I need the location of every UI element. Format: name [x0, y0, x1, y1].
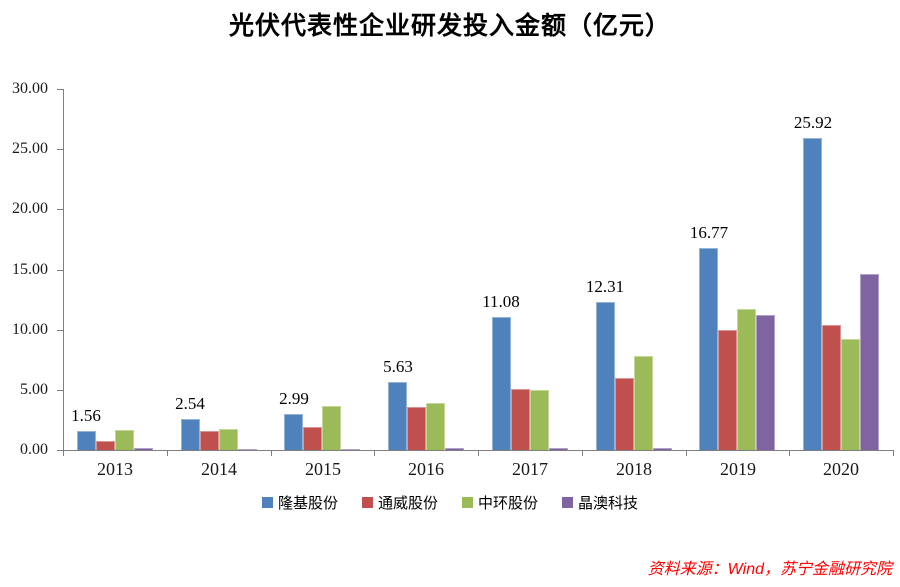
bar-晶澳科技-2013 [133, 448, 153, 450]
bar-通威股份-2013 [95, 441, 115, 450]
bar-中环股份-2017 [529, 389, 549, 450]
x-axis-category-label: 2018 [616, 459, 652, 479]
chart-title: 光伏代表性企业研发投入金额（亿元） [228, 12, 671, 40]
x-axis-category-label: 2013 [97, 459, 133, 479]
bar-隆基股份-2016 [388, 382, 408, 450]
legend-label: 晶澳科技 [578, 495, 639, 512]
bar-晶澳科技-2016 [445, 447, 465, 450]
legend-swatch-icon [562, 497, 574, 508]
y-tick-mark [57, 270, 63, 271]
y-axis-tick-label: 5.00 [20, 381, 48, 398]
x-axis [57, 450, 893, 451]
x-tick-mark [686, 450, 687, 456]
bar-通威股份-2015 [303, 427, 323, 450]
x-tick-mark [789, 450, 790, 456]
x-axis-category-label: 2016 [408, 459, 444, 479]
bar-通威股份-2018 [614, 377, 634, 450]
bar-隆基股份-2018 [595, 301, 615, 450]
legend-label: 隆基股份 [277, 495, 338, 512]
y-tick-mark [57, 209, 63, 210]
bar-晶澳科技-2018 [652, 447, 672, 450]
y-tick-mark [57, 149, 63, 150]
x-axis-category-label: 2015 [305, 459, 341, 479]
bar-晶澳科技-2020 [860, 274, 880, 450]
bar-通威股份-2019 [718, 329, 738, 450]
x-tick-mark [582, 450, 583, 456]
bar-中环股份-2019 [737, 309, 757, 450]
bar-中环股份-2018 [633, 356, 653, 450]
source-note: 资料来源：Wind，苏宁金融研究院 [647, 561, 892, 578]
data-label: 1.56 [71, 406, 101, 425]
bar-晶澳科技-2015 [341, 448, 361, 450]
x-axis-category-label: 2014 [201, 459, 237, 479]
bar-晶澳科技-2014 [237, 448, 257, 450]
x-axis-category-label: 2020 [823, 459, 859, 479]
bar-隆基股份-2013 [76, 431, 96, 450]
bar-通威股份-2016 [407, 406, 427, 450]
legend-item: 通威股份 [361, 492, 438, 513]
bar-隆基股份-2015 [284, 414, 304, 450]
bar-通威股份-2014 [199, 431, 219, 450]
bar-隆基股份-2014 [180, 419, 200, 450]
y-tick-mark [57, 450, 63, 451]
bar-隆基股份-2019 [699, 248, 719, 450]
bar-隆基股份-2020 [803, 138, 823, 450]
y-axis-tick-label: 20.00 [12, 200, 48, 217]
x-tick-mark [374, 450, 375, 456]
legend-item: 晶澳科技 [562, 492, 638, 513]
data-label: 11.08 [482, 292, 520, 311]
y-axis-tick-label: 15.00 [12, 261, 48, 278]
legend-label: 通威股份 [377, 495, 438, 512]
bar-隆基股份-2017 [491, 316, 511, 450]
x-tick-mark [63, 450, 64, 456]
x-tick-mark [478, 450, 479, 456]
legend-swatch-icon [462, 497, 473, 508]
x-tick-mark [271, 450, 272, 456]
y-axis-tick-label: 0.00 [20, 441, 48, 458]
bar-中环股份-2020 [841, 339, 861, 450]
x-tick-mark [893, 450, 894, 456]
bar-通威股份-2017 [510, 388, 530, 450]
x-axis-category-label: 2019 [720, 459, 756, 479]
legend-swatch-icon [261, 497, 273, 508]
y-axis-tick-label: 30.00 [12, 80, 48, 97]
y-axis [63, 89, 64, 450]
bar-中环股份-2015 [322, 405, 342, 450]
y-axis-tick-label: 10.00 [12, 321, 48, 338]
legend: 隆基股份 通威股份 中环股份 晶澳科技 [0, 492, 900, 513]
data-label: 5.63 [383, 357, 413, 376]
x-axis-category-label: 2017 [512, 459, 548, 479]
legend-item: 隆基股份 [261, 492, 338, 513]
bar-中环股份-2013 [114, 429, 134, 450]
y-tick-mark [57, 390, 63, 391]
bar-晶澳科技-2019 [756, 315, 776, 450]
bar-中环股份-2014 [218, 428, 238, 450]
y-tick-mark [57, 89, 63, 90]
bar-通威股份-2020 [822, 324, 842, 450]
data-label: 25.92 [793, 113, 833, 132]
y-axis-tick-label: 25.00 [12, 140, 48, 157]
y-tick-mark [57, 330, 63, 331]
legend-item: 中环股份 [462, 492, 538, 513]
data-label: 16.77 [689, 223, 729, 242]
data-label: 2.54 [175, 394, 205, 413]
data-label: 12.31 [585, 277, 625, 296]
data-label: 2.99 [279, 389, 309, 408]
legend-label: 中环股份 [478, 495, 539, 512]
x-tick-mark [167, 450, 168, 456]
bar-晶澳科技-2017 [548, 447, 568, 450]
legend-swatch-icon [361, 497, 373, 508]
bar-中环股份-2016 [426, 403, 446, 450]
